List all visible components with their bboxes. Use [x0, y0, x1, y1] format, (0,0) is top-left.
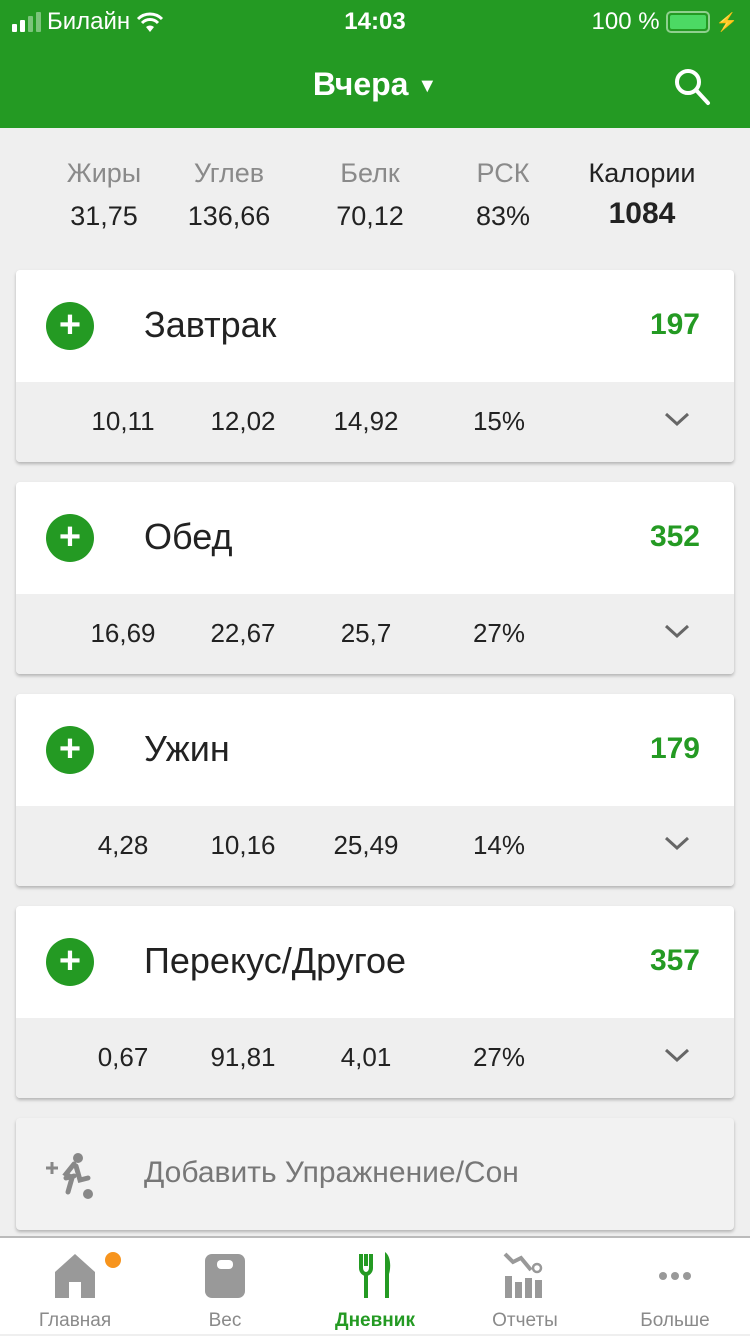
tab-reports[interactable]: Отчеты	[450, 1238, 600, 1336]
summary-fat: Жиры 31,75	[34, 158, 174, 232]
meal-card: + Ужин 179 4,28 10,16 25,49 14%	[16, 694, 734, 886]
add-food-icon[interactable]: +	[46, 726, 94, 774]
more-icon	[659, 1272, 691, 1280]
add-food-icon[interactable]: +	[46, 302, 94, 350]
value: 136,66	[187, 201, 271, 231]
meal-name: Перекус/Другое	[144, 940, 407, 981]
meal-header[interactable]: + Перекус/Другое 357	[16, 906, 734, 1018]
meal-rdi: 15%	[472, 406, 526, 436]
meal-carbs: 22,67	[210, 618, 276, 648]
value: 70,12	[336, 201, 404, 231]
chevron-down-icon[interactable]	[664, 618, 690, 644]
meal-carbs: 10,16	[210, 830, 276, 860]
tab-home[interactable]: Главная	[0, 1238, 150, 1336]
meal-header[interactable]: + Завтрак 197	[16, 270, 734, 382]
chevron-down-icon[interactable]	[664, 406, 690, 432]
meal-protein: 4,01	[340, 1042, 392, 1072]
tab-label: Дневник	[335, 1310, 415, 1331]
meal-card: + Завтрак 197 10,11 12,02 14,92 15%	[16, 270, 734, 462]
battery-percent: 100 %	[591, 8, 660, 35]
meal-macros[interactable]: 16,69 22,67 25,7 27%	[16, 594, 734, 674]
add-exercise-icon	[46, 1153, 93, 1199]
clock: 14:03	[344, 8, 406, 35]
add-exercise-button[interactable]: Добавить Упражнение/Сон	[16, 1118, 734, 1230]
meal-macros[interactable]: 0,67 91,81 4,01 27%	[16, 1018, 734, 1098]
meal-fat: 4,28	[97, 830, 149, 860]
meal-protein: 14,92	[333, 406, 399, 436]
summary-protein: Белк 70,12	[300, 158, 440, 232]
search-icon[interactable]	[672, 66, 712, 106]
value: 83%	[475, 201, 531, 231]
battery-icon	[665, 11, 710, 33]
tab-label: Вес	[208, 1310, 242, 1331]
meal-fat: 16,69	[90, 618, 156, 648]
chart-icon	[503, 1252, 543, 1298]
summary-rdi: РСК 83%	[433, 158, 573, 232]
carrier-name: Билайн	[47, 8, 131, 35]
meal-fat: 10,11	[91, 406, 155, 436]
tab-label: Главная	[38, 1310, 112, 1331]
meal-name: Обед	[144, 516, 233, 557]
meal-header[interactable]: + Ужин 179	[16, 694, 734, 806]
meal-rdi: 14%	[472, 830, 526, 860]
caret-down-icon: ▼	[417, 75, 438, 98]
meal-rdi: 27%	[472, 1042, 526, 1072]
header: Билайн 14:03 100 % ⚡ Вчера ▼	[0, 0, 750, 128]
tab-more[interactable]: Больше	[600, 1238, 750, 1336]
tab-label: Отчеты	[492, 1310, 558, 1331]
add-food-icon[interactable]: +	[46, 938, 94, 986]
page-title: Вчера	[312, 66, 409, 102]
date-selector[interactable]: Вчера ▼	[0, 66, 750, 103]
meal-name: Ужин	[144, 728, 230, 769]
meal-fat: 0,67	[97, 1042, 149, 1072]
home-icon	[55, 1254, 95, 1298]
meal-card: + Обед 352 16,69 22,67 25,7 27%	[16, 482, 734, 674]
tab-diary[interactable]: Дневник	[300, 1238, 450, 1336]
meal-rdi: 27%	[472, 618, 526, 648]
meal-card: + Перекус/Другое 357 0,67 91,81 4,01 27%	[16, 906, 734, 1098]
label: Калории	[588, 158, 696, 188]
meal-calories: 357	[649, 944, 700, 977]
chevron-down-icon[interactable]	[664, 1042, 690, 1068]
scale-icon	[205, 1254, 245, 1298]
label: РСК	[476, 158, 530, 188]
summary-calories: Калории 1084	[572, 158, 712, 231]
label: Белк	[340, 158, 400, 188]
value: 1084	[608, 197, 676, 230]
meal-macros[interactable]: 10,11 12,02 14,92 15%	[16, 382, 734, 462]
meal-header[interactable]: + Обед 352	[16, 482, 734, 594]
meal-name: Завтрак	[144, 304, 277, 345]
add-exercise-label: Добавить Упражнение/Сон	[144, 1156, 519, 1189]
signal-icon	[12, 12, 41, 32]
status-bar: Билайн 14:03 100 % ⚡	[0, 6, 750, 36]
meal-macros[interactable]: 4,28 10,16 25,49 14%	[16, 806, 734, 886]
add-food-icon[interactable]: +	[46, 514, 94, 562]
label: Жиры	[66, 158, 142, 188]
meal-protein: 25,7	[340, 618, 392, 648]
meal-calories: 197	[649, 308, 700, 341]
meal-protein: 25,49	[333, 830, 399, 860]
notification-badge	[105, 1252, 121, 1268]
chevron-down-icon[interactable]	[664, 830, 690, 856]
meal-carbs: 91,81	[210, 1042, 276, 1072]
daily-summary: Жиры 31,75 Углев 136,66 Белк 70,12 РСК 83% К…	[0, 128, 750, 260]
wifi-icon	[137, 12, 164, 32]
label: Углев	[193, 158, 265, 188]
tab-bar: Главная Вес Дневник Отчеты Больше	[0, 1236, 750, 1334]
meal-calories: 352	[649, 520, 700, 553]
fork-knife-icon	[359, 1252, 391, 1298]
tab-weight[interactable]: Вес	[150, 1238, 300, 1336]
summary-carbs: Углев 136,66	[159, 158, 299, 232]
meal-carbs: 12,02	[210, 406, 276, 436]
value: 31,75	[70, 201, 138, 231]
charging-icon: ⚡	[715, 11, 738, 32]
meal-calories: 179	[649, 732, 700, 765]
tab-label: Больше	[640, 1310, 710, 1331]
